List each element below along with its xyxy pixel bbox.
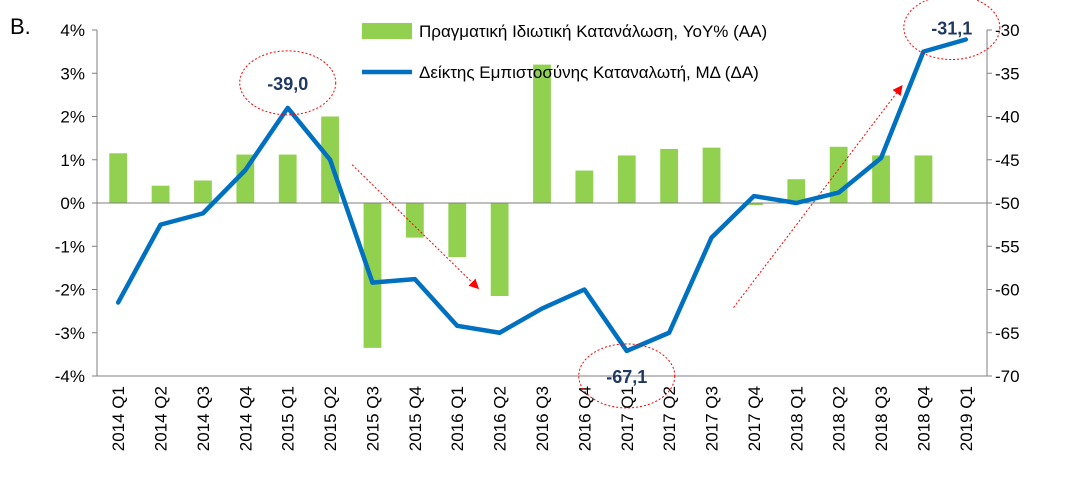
x-tick-label: 2016 Q3 <box>533 386 552 451</box>
bar <box>109 153 128 203</box>
x-tick-label: 2017 Q3 <box>703 386 722 451</box>
x-tick-label: 2014 Q2 <box>152 386 171 451</box>
trend-arrow <box>351 164 480 290</box>
confidence-line <box>115 37 969 354</box>
annotation-ellipse <box>239 50 337 116</box>
legend-swatch-bar <box>362 23 412 39</box>
bar <box>787 179 806 203</box>
bar <box>914 155 933 203</box>
y-left-tick-label: -4% <box>55 367 85 386</box>
x-tick-label: 2019 Q1 <box>957 386 976 451</box>
annotation-label: -67,1 <box>606 367 647 387</box>
x-tick-label: 2014 Q4 <box>236 386 255 451</box>
bar <box>702 147 721 203</box>
x-tick-label: 2015 Q2 <box>321 386 340 451</box>
bar-series <box>109 64 933 348</box>
annotation-ellipse <box>903 0 1001 61</box>
y-left-tick-label: 3% <box>60 64 85 83</box>
y-right-tick-label: -35 <box>995 64 1020 83</box>
y-right-tick-label: -65 <box>995 324 1020 343</box>
annotation-label: -31,1 <box>931 19 972 39</box>
annotation-label: -39,0 <box>267 74 308 94</box>
x-tick-label: 2014 Q3 <box>194 386 213 451</box>
x-tick-label: 2016 Q4 <box>575 386 594 451</box>
y-left-tick-label: 0% <box>60 194 85 213</box>
annotations: -39,0 -67,1 -31,1 <box>239 0 1001 409</box>
bar <box>151 185 170 203</box>
x-tick-label: 2017 Q2 <box>660 386 679 451</box>
trend-arrows <box>351 85 903 308</box>
bar <box>278 154 297 203</box>
bar <box>617 155 636 203</box>
bar <box>363 203 382 348</box>
bar <box>660 148 679 203</box>
x-tick-label: 2015 Q4 <box>406 386 425 451</box>
x-tick-label: 2016 Q1 <box>448 386 467 451</box>
bar <box>533 64 551 203</box>
x-tick-label: 2018 Q3 <box>872 386 891 451</box>
y-right-tick-label: -55 <box>995 237 1020 256</box>
line-series <box>115 37 969 354</box>
x-tick-label: 2017 Q4 <box>745 386 764 451</box>
y-right-tick-label: -70 <box>995 367 1020 386</box>
x-tick-label: 2018 Q1 <box>787 386 806 451</box>
y-right-tick-label: -60 <box>995 281 1020 300</box>
x-tick-label: 2018 Q2 <box>830 386 849 451</box>
x-tick-label: 2016 Q2 <box>491 386 510 451</box>
x-tick-label: 2015 Q3 <box>363 386 382 451</box>
y-left-tick-label: 1% <box>60 151 85 170</box>
legend-label-bar: Πραγματική Ιδιωτική Κατανάλωση, YoY% (ΑΑ… <box>419 22 767 41</box>
legend: Πραγματική Ιδιωτική Κατανάλωση, YoY% (ΑΑ… <box>362 22 767 82</box>
x-tick-label: 2014 Q1 <box>109 386 128 451</box>
legend-label-line: Δείκτης Εμπιστοσύνης Καταναλωτή, ΜΔ (ΔΑ) <box>419 63 759 82</box>
y-left-tick-label: -2% <box>55 281 85 300</box>
axes: -4% -3% -2% -1% 0% 1% 2% 3% 4% -70 -65 -60 -55 -50 -45… <box>55 21 1020 451</box>
x-tick-label: 2018 Q4 <box>914 386 933 451</box>
bar <box>575 170 594 203</box>
bar <box>745 203 763 206</box>
y-right-tick-label: -45 <box>995 151 1020 170</box>
annotation-ellipse <box>578 343 676 409</box>
x-tick-label: 2017 Q1 <box>618 386 637 451</box>
bar <box>872 155 890 203</box>
x-tick-label: 2015 Q1 <box>279 386 298 451</box>
bar <box>448 203 467 258</box>
bar <box>490 203 509 296</box>
bar <box>405 203 424 238</box>
y-left-tick-label: -1% <box>55 237 85 256</box>
y-left-tick-label: 4% <box>60 21 85 40</box>
y-left-tick-label: -3% <box>55 324 85 343</box>
panel-label: B. <box>10 14 31 39</box>
y-right-tick-label: -30 <box>995 21 1020 40</box>
bar <box>194 180 212 203</box>
y-left-tick-label: 2% <box>60 108 85 127</box>
y-right-tick-label: -50 <box>995 194 1020 213</box>
y-right-tick-label: -40 <box>995 108 1020 127</box>
